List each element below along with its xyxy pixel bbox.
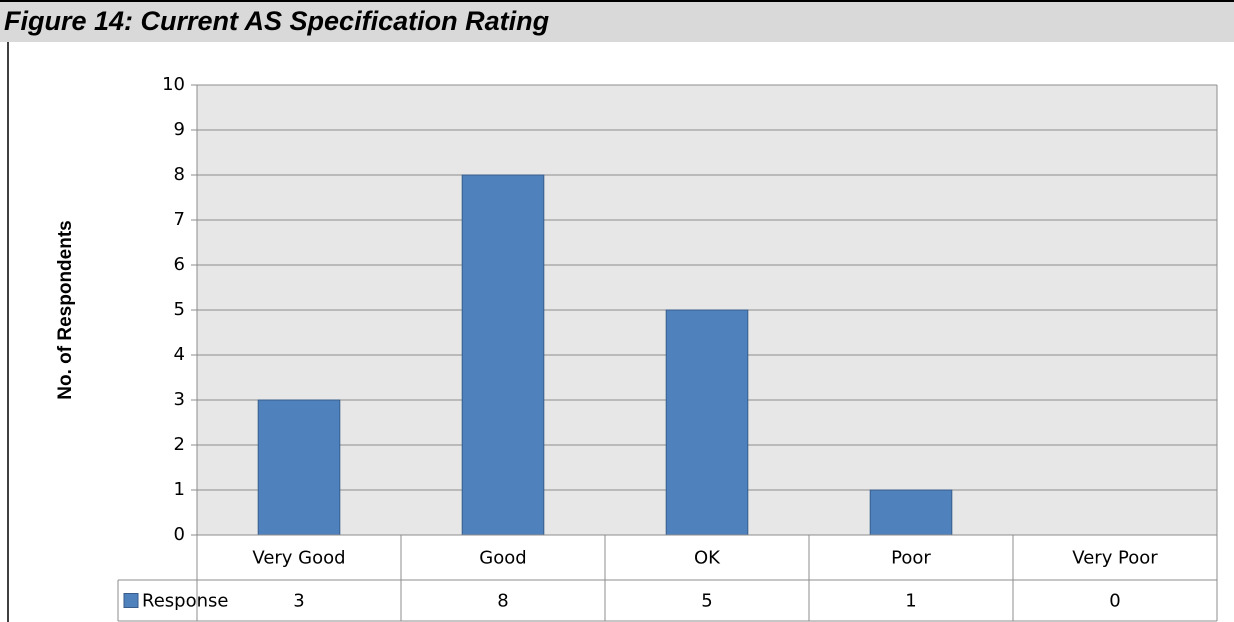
x-tick-label: Poor (891, 548, 931, 569)
y-tick-label: 3 (174, 389, 185, 410)
table-value: 3 (293, 591, 304, 612)
table-value: 1 (905, 591, 916, 612)
table-value: 5 (701, 591, 712, 612)
bar (665, 309, 749, 536)
bar (461, 174, 545, 536)
legend-swatch (123, 593, 139, 608)
y-tick-label: 5 (174, 299, 185, 320)
y-tick-label: 2 (174, 434, 185, 455)
y-axis-title: No. of Respondents (55, 220, 76, 399)
x-tick-label: Very Good (252, 548, 345, 569)
bar (869, 489, 953, 536)
chart-title: Figure 14: Current AS Specification Rati… (4, 6, 550, 36)
y-tick-label: 1 (174, 479, 185, 500)
title-bar (0, 0, 1234, 42)
legend-label: Response (142, 591, 228, 612)
y-tick-label: 0 (174, 524, 185, 545)
y-tick-label: 8 (174, 164, 185, 185)
x-tick-label: OK (694, 548, 721, 569)
bar (257, 399, 341, 536)
x-tick-label: Good (479, 548, 526, 569)
table-value: 8 (497, 591, 508, 612)
table-value: 0 (1109, 591, 1120, 612)
y-tick-label: 6 (174, 254, 185, 275)
y-tick-label: 7 (174, 209, 185, 230)
x-tick-label: Very Poor (1072, 548, 1158, 569)
y-tick-label: 4 (174, 344, 185, 365)
y-tick-label: 9 (174, 119, 185, 140)
y-tick-label: 10 (162, 74, 185, 95)
